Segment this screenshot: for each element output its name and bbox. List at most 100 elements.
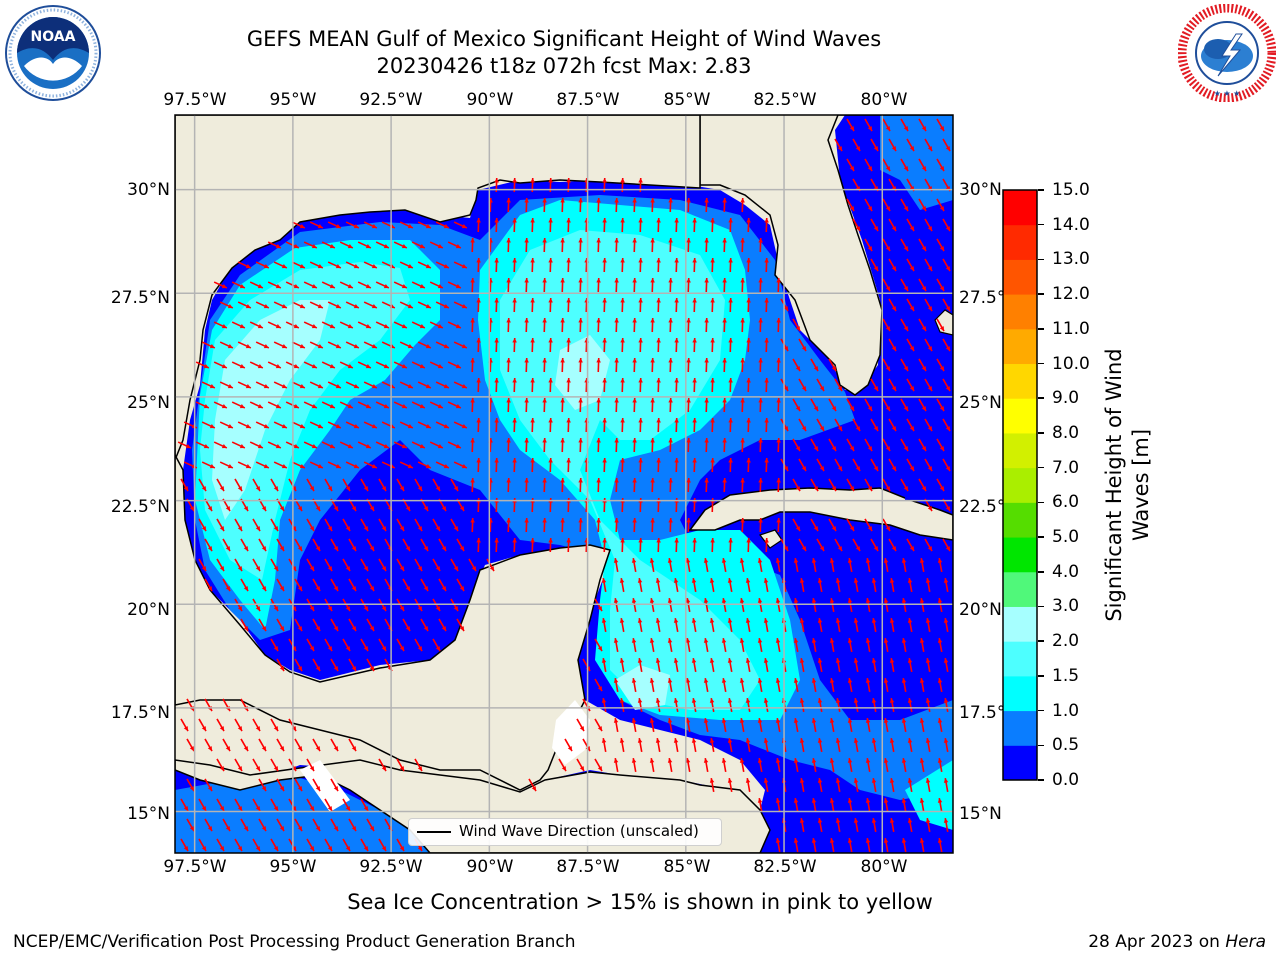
arrow-head	[871, 778, 877, 783]
arrow-head	[867, 486, 872, 492]
arrow-head	[817, 658, 823, 663]
arrow-head	[353, 224, 359, 229]
arrow-head	[632, 518, 637, 523]
arrow-head	[849, 126, 854, 132]
arrow-head	[889, 658, 895, 663]
colorbar-tick-label: 15.0	[1052, 180, 1090, 200]
arrow-head	[692, 218, 697, 223]
arrow-head	[489, 566, 494, 572]
arrow-head	[656, 258, 661, 263]
arrow-head	[620, 178, 625, 183]
arrow-head	[315, 666, 320, 672]
arrow-head	[811, 718, 817, 723]
arrow-head	[185, 444, 191, 449]
colorbar-segment	[1003, 641, 1037, 677]
arrow-head	[939, 326, 944, 332]
arrow-head	[237, 566, 242, 572]
arrow-head	[315, 586, 320, 592]
arrow-head	[835, 698, 841, 703]
arrow-head	[757, 558, 763, 563]
arrow-head	[835, 738, 841, 743]
arrow-head	[401, 244, 407, 249]
arrow-head	[757, 598, 763, 603]
arrow-head	[578, 238, 583, 243]
arrow-head	[279, 666, 284, 672]
arrow-head	[927, 226, 932, 232]
arrow-head	[871, 658, 877, 663]
arrow-head	[297, 826, 302, 832]
colorbar-segment	[1003, 294, 1037, 330]
arrow-head	[691, 578, 697, 583]
colorbar-segment	[1003, 710, 1037, 746]
arrow-head	[471, 566, 476, 572]
arrow-head	[201, 846, 206, 852]
arrow-head	[793, 798, 799, 803]
arrow-head	[710, 538, 715, 543]
arrow-head	[461, 264, 467, 269]
arrow-head	[263, 264, 269, 269]
arrow-head	[746, 338, 751, 343]
arrow-head	[219, 766, 224, 772]
arrow-head	[275, 284, 281, 289]
arrow-head	[443, 304, 449, 309]
legend-label: Wind Wave Direction (unscaled)	[459, 822, 699, 840]
arrow-head	[273, 806, 278, 812]
arrow-head	[710, 338, 715, 343]
arrow-head	[383, 364, 389, 369]
arrow-head	[927, 146, 932, 152]
arrow-head	[855, 426, 860, 432]
arrow-head	[650, 238, 655, 243]
arrow-head	[799, 618, 805, 623]
arrow-head	[578, 438, 583, 443]
arrow-head	[925, 618, 931, 623]
arrow-head	[638, 458, 643, 463]
arrow-head	[329, 444, 335, 449]
arrow-head	[727, 698, 733, 703]
colorbar-tick-mark	[1038, 466, 1044, 469]
us-gulf-coast	[175, 115, 701, 461]
footer-date: 28 Apr 2023 on Hera	[1088, 932, 1266, 952]
arrow-head	[650, 518, 655, 523]
arrow-head	[921, 166, 926, 172]
band-2.0	[212, 300, 330, 520]
arrow-head	[279, 786, 284, 792]
arrow-head	[407, 424, 413, 429]
colorbar-tick-mark	[1038, 675, 1044, 677]
arrow-head	[937, 798, 943, 803]
lon-tick-top: 97.5°W	[163, 90, 227, 110]
arrow-head	[407, 344, 413, 349]
arrow-head	[371, 384, 377, 389]
arrow-head	[351, 626, 356, 632]
arrow-head	[461, 224, 467, 229]
colorbar-tick-label: 6.0	[1052, 492, 1080, 513]
arrow-head	[441, 506, 446, 512]
arrow-head	[891, 386, 896, 392]
arrow-head	[299, 464, 305, 469]
arrow-head	[435, 606, 440, 612]
arrow-head	[279, 506, 284, 512]
arrow-head	[903, 246, 908, 252]
arrow-head	[578, 278, 583, 283]
arrow-head	[453, 566, 458, 572]
arrow-head	[237, 606, 242, 612]
arrow-head	[764, 218, 769, 223]
arrow-head	[945, 266, 950, 272]
arrow-head	[311, 404, 317, 409]
lon-tick-bottom: 92.5°W	[359, 857, 423, 877]
arrow-head	[799, 818, 805, 823]
arrow-head	[425, 464, 431, 469]
arrow-head	[620, 258, 625, 263]
arrow-head	[530, 178, 535, 183]
arrow-head	[219, 526, 224, 532]
arrow-head	[273, 566, 278, 572]
arrow-head	[656, 218, 661, 223]
arrow-head	[903, 286, 908, 292]
arrow-head	[849, 446, 854, 452]
arrow-head	[865, 558, 871, 563]
lon-tick-bottom: 95°W	[269, 857, 317, 877]
arrow-head	[776, 398, 781, 403]
arrow-head	[275, 444, 281, 449]
arrow-head	[921, 286, 926, 292]
arrow-head	[649, 638, 655, 643]
arrow-head	[317, 304, 323, 309]
